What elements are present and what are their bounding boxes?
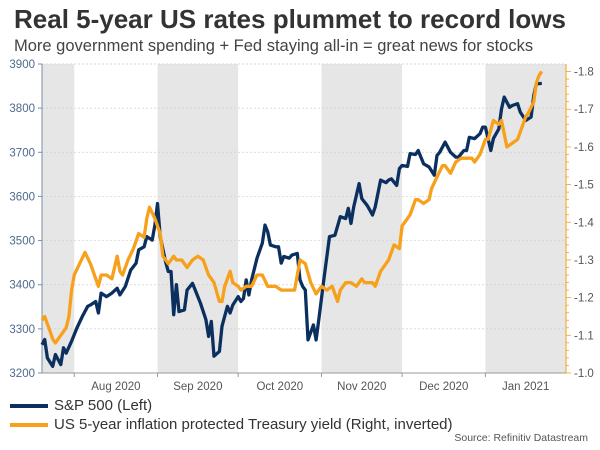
shaded-month-band [485, 64, 566, 373]
legend-item-tips-yield: US 5-year inflation protected Treasury y… [10, 416, 453, 433]
right-axis-tick-label: -1.3 [574, 255, 594, 267]
x-axis-tick-label: Oct 2020 [256, 381, 303, 393]
x-axis-tick-label: Nov 2020 [337, 381, 386, 393]
right-axis-tick-label: -1.7 [574, 104, 594, 116]
source-note: Source: Refinitiv Datastream [454, 432, 588, 444]
legend-label-sp500: S&P 500 (Left) [54, 397, 153, 414]
left-axis-tick-label: 3300 [9, 324, 35, 336]
series-line-tips-yield [40, 70, 544, 345]
right-axis-tick-label: -1.0 [574, 368, 594, 380]
right-axis-tick-label: -1.5 [574, 180, 594, 192]
right-axis-tick-label: -1.8 [574, 67, 594, 79]
x-axis-tick-label: Sep 2020 [173, 381, 222, 393]
x-axis-tick-label: Dec 2020 [419, 381, 468, 393]
left-axis-tick-label: 3500 [9, 236, 35, 248]
legend-swatch-sp500 [10, 403, 48, 408]
legend-label-tips-yield: US 5-year inflation protected Treasury y… [54, 416, 453, 433]
chart-subtitle: More government spending + Fed staying a… [14, 37, 534, 55]
right-axis-tick-label: -1.4 [574, 217, 594, 229]
shaded-month-band [321, 64, 403, 373]
left-axis-tick-label: 3900 [9, 59, 35, 71]
legend-swatch-tips-yield [10, 422, 48, 427]
right-axis-tick-label: -1.2 [574, 293, 594, 305]
legend-item-sp500: S&P 500 (Left) [10, 397, 152, 414]
right-axis-tick-label: -1.1 [574, 330, 594, 342]
series-line-sp500 [40, 81, 542, 369]
left-axis-tick-label: 3700 [9, 147, 35, 159]
left-axis-tick-label: 3800 [9, 103, 35, 115]
shaded-month-band [157, 64, 239, 373]
left-axis-tick-label: 3600 [9, 191, 35, 203]
left-axis-tick-label: 3200 [9, 368, 35, 380]
x-axis-tick-label: Jan 2021 [502, 381, 549, 393]
right-axis-tick-label: -1.6 [574, 142, 594, 154]
left-axis-tick-label: 3400 [9, 280, 35, 292]
chart-title: Real 5-year US rates plummet to record l… [14, 4, 566, 34]
x-axis-tick-label: Aug 2020 [91, 381, 140, 393]
